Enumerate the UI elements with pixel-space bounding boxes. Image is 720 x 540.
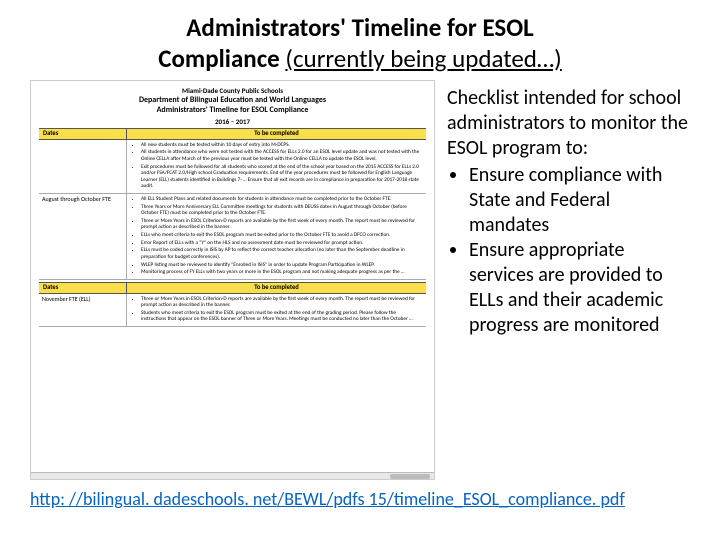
title-bold: Compliance [158, 43, 285, 74]
list-item: Three or More Years in ESOL Criterion-D … [141, 218, 422, 231]
col-complete: To be completed [127, 129, 426, 139]
col-complete: To be completed [127, 283, 426, 293]
list-item: All ELL Student Plans and related docume… [141, 196, 422, 203]
bullet-1: Ensure compliance with State and Federal… [469, 163, 690, 238]
page-title-line1: Administrators' Timeline for ESOL [30, 12, 690, 43]
list-item: ELLs who meet criteria to exit the ESOL … [141, 232, 422, 239]
content-row: Miami-Dade County Public Schools Departm… [30, 80, 690, 480]
doc-header-district: Miami-Dade County Public Schools [39, 87, 426, 95]
description-column: Checklist intended for school administra… [447, 80, 690, 480]
page-title-line2: Compliance (currently being updated…) [30, 43, 690, 74]
row-items-1: All new students must be tested within 1… [127, 140, 426, 193]
col-dates: Dates [39, 283, 127, 293]
list-item: Students who meet criteria to exit the E… [141, 310, 422, 323]
source-link[interactable]: http: //bilingual. dadeschools. net/BEWL… [30, 488, 690, 510]
list-item: Exit procedures must be followed for all… [141, 164, 422, 190]
row-date [39, 140, 127, 193]
doc-section-header-2: Dates To be completed [39, 282, 426, 294]
list-item: Error Report of ELLs with a "Y" on the H… [141, 240, 422, 247]
bullet-2: Ensure appropriate services are provided… [469, 238, 690, 338]
doc-header-title: Administrators' Timeline for ESOL Compli… [39, 106, 426, 116]
row-date: August through October FTE [39, 194, 127, 279]
table-row: August through October FTE All ELL Stude… [39, 194, 426, 280]
doc-section-header-1: Dates To be completed [39, 128, 426, 140]
scrollbar[interactable] [31, 472, 434, 479]
table-row: All new students must be tested within 1… [39, 140, 426, 194]
list-item: Monitoring process of FY ELLs with two y… [141, 269, 422, 276]
col-dates: Dates [39, 129, 127, 139]
intro-text: Checklist intended for school administra… [447, 86, 690, 161]
table-row: November FTE (ELL) Three or More Years i… [39, 294, 426, 327]
title-subtext: (currently being updated…) [285, 43, 561, 74]
row-items-3: Three or More Years in ESOL Criterion-D … [127, 294, 426, 326]
row-items-2: All ELL Student Plans and related docume… [127, 194, 426, 279]
list-item: Three Years or More Anniversary ELL Comm… [141, 204, 422, 217]
list-item: All new students must be tested within 1… [141, 142, 422, 149]
doc-year: 2016 – 2017 [39, 118, 426, 126]
document-thumbnail: Miami-Dade County Public Schools Departm… [30, 80, 435, 480]
list-item: Three or More Years in ESOL Criterion-D … [141, 296, 422, 309]
list-item: WLEP listing must be reviewed to identif… [141, 262, 422, 269]
row-date: November FTE (ELL) [39, 294, 127, 326]
list-item: All students in attendance who were not … [141, 149, 422, 162]
list-item: ELLs must be coded correctly in ISIS by … [141, 247, 422, 260]
